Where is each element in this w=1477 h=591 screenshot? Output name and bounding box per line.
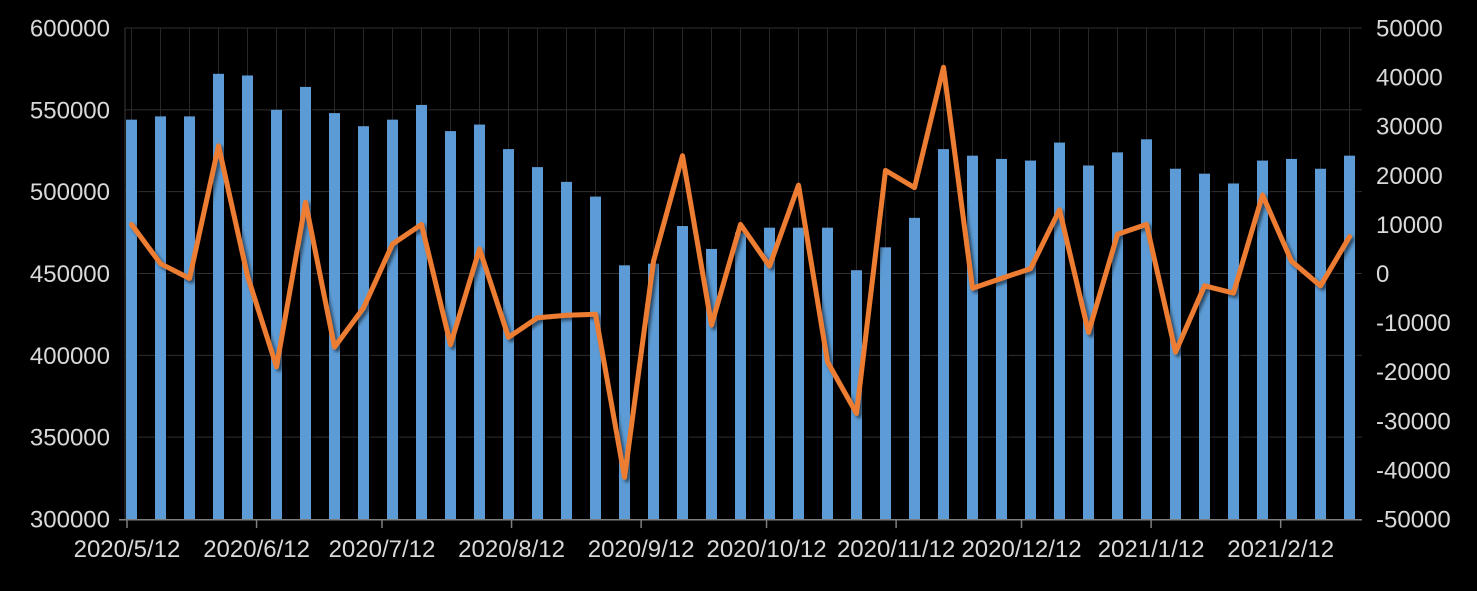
bar [880, 247, 891, 519]
bar [1344, 155, 1355, 519]
bar [1315, 168, 1326, 519]
line-series [129, 64, 1352, 480]
x-tick-label: 2021/1/12 [1098, 536, 1205, 563]
bar [1286, 158, 1297, 519]
bar [561, 181, 572, 519]
y-axis-left-labels: 600000 550000 500000 450000 400000 350000 3000… [30, 16, 110, 534]
x-tick-label: 2020/9/12 [588, 536, 695, 563]
bar [416, 104, 427, 519]
bar [532, 167, 543, 519]
bar [967, 155, 978, 519]
bar [474, 124, 485, 520]
bar [126, 119, 137, 520]
bar [213, 73, 224, 520]
bar [909, 217, 920, 519]
bar [155, 116, 166, 519]
bar [793, 227, 804, 519]
y-right-tick-label: -10000 [1376, 310, 1451, 337]
bar [590, 196, 601, 519]
y-right-tick-label: 20000 [1376, 163, 1443, 190]
y-left-tick-label: 600000 [30, 16, 110, 43]
x-tick-label: 2020/6/12 [203, 536, 310, 563]
bar [358, 126, 369, 519]
bar [329, 113, 340, 520]
bar [706, 248, 717, 519]
y-right-tick-label: 0 [1376, 261, 1389, 288]
line-path [129, 64, 1352, 480]
bar [648, 263, 659, 519]
y-right-tick-label: -30000 [1376, 408, 1451, 435]
x-axis-line [119, 519, 1362, 528]
bar [938, 149, 949, 519]
bar [822, 227, 833, 519]
bar [242, 75, 253, 520]
y-axis-right-labels: 50000 40000 30000 20000 10000 0 -10000 -20000 -3… [1376, 16, 1451, 534]
x-tick-label: 2020/7/12 [329, 536, 436, 563]
x-tick-label: 2020/12/12 [961, 536, 1081, 563]
y-right-tick-label: 30000 [1376, 114, 1443, 141]
x-tick-label: 2021/2/12 [1227, 536, 1334, 563]
bar [1112, 152, 1123, 520]
bar [677, 226, 688, 519]
bar [300, 86, 311, 520]
bar [1257, 160, 1268, 519]
bar [445, 131, 456, 520]
y-left-tick-label: 550000 [30, 97, 110, 124]
bar [184, 116, 195, 519]
bar [619, 265, 630, 519]
bar [1083, 165, 1094, 520]
bar [1228, 183, 1239, 519]
x-tick-label: 2020/11/12 [837, 536, 955, 563]
y-right-tick-label: -40000 [1376, 457, 1451, 484]
x-tick-label: 2020/5/12 [74, 536, 181, 563]
bar [387, 119, 398, 520]
y-left-tick-label: 400000 [30, 343, 110, 370]
y-right-tick-label: 10000 [1376, 212, 1443, 239]
bar [996, 158, 1007, 519]
bar [764, 227, 775, 519]
bar [1025, 160, 1036, 519]
bar [1199, 173, 1210, 519]
bar [271, 109, 282, 519]
x-tick-label: 2020/10/12 [706, 536, 826, 563]
bar [735, 232, 746, 520]
x-axis-labels: 2020/5/12 2020/6/12 2020/7/12 2020/8/12 2020… [74, 536, 1334, 563]
bar [1054, 142, 1065, 520]
y-left-tick-label: 450000 [30, 261, 110, 288]
x-tick-label: 2020/8/12 [458, 536, 565, 563]
bar [1141, 139, 1152, 519]
y-right-tick-label: -50000 [1376, 507, 1451, 534]
y-right-tick-label: 50000 [1376, 16, 1443, 43]
y-right-tick-label: -20000 [1376, 359, 1451, 386]
y-right-tick-label: 40000 [1376, 65, 1443, 92]
bar-series [126, 73, 1355, 520]
y-left-tick-label: 350000 [30, 425, 110, 452]
y-left-tick-label: 500000 [30, 179, 110, 206]
y-left-tick-label: 300000 [30, 507, 110, 534]
